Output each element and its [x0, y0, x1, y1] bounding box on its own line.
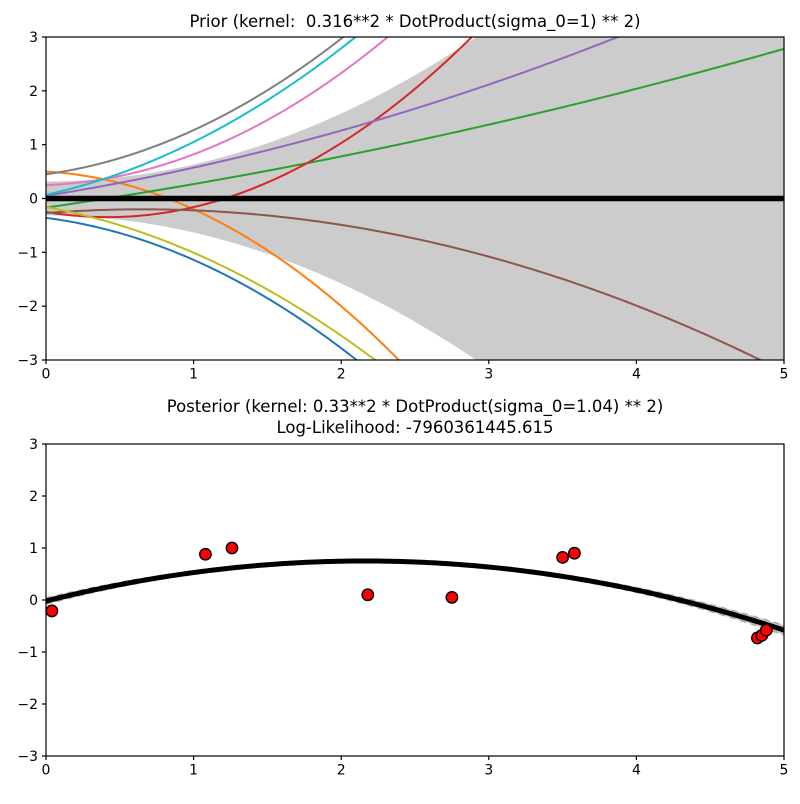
gp-prior-sample-9-curve: [46, 206, 377, 360]
x-tick-label: 2: [337, 763, 346, 779]
posterior-title: Posterior (kernel: 0.33**2 * DotProduct(…: [167, 397, 664, 417]
prior-title: Prior (kernel: 0.316**2 * DotProduct(sig…: [189, 12, 640, 32]
y-tick-label: −3: [17, 749, 38, 765]
data-point: [556, 550, 569, 564]
posterior-axes: 0 1 2 3 4 5 3 2 1 0 −1 −2 −3: [17, 437, 788, 779]
gp-prior-sample-6-curve: [46, 208, 763, 360]
y-tick-label: −3: [17, 353, 38, 369]
y-tick-label: 1: [29, 138, 38, 154]
gp-prior-y-ticks: 3 2 1 0 −1 −2 −3: [17, 30, 46, 369]
data-point: [361, 588, 375, 602]
y-tick-label: −2: [17, 697, 38, 713]
gp-prior-sample-1-curve: [46, 216, 359, 360]
x-tick-label: 5: [780, 367, 789, 383]
x-tick-label: 0: [42, 367, 51, 383]
gp-posterior-mean-line: [46, 558, 784, 633]
gp-posterior-x-ticks: 0 1 2 3 4 5: [42, 756, 789, 779]
y-tick-label: 1: [29, 541, 38, 557]
gp-posterior-plot-area: [46, 541, 784, 645]
data-point: [445, 591, 459, 604]
data-point: [568, 546, 581, 560]
x-tick-label: 0: [42, 763, 51, 779]
gp-prior-sample-7-curve: [46, 37, 390, 187]
y-tick-label: −2: [17, 299, 38, 315]
gp-posterior-y-ticks: 3 2 1 0 −1 −2 −3: [17, 437, 46, 765]
gp-prior-sample-5-curve: [46, 37, 621, 197]
y-tick-label: 0: [29, 593, 38, 609]
x-tick-label: 5: [780, 763, 789, 779]
y-tick-label: −1: [17, 645, 38, 661]
y-tick-label: 0: [29, 192, 38, 208]
x-tick-label: 3: [484, 367, 493, 383]
data-point: [759, 623, 773, 637]
y-tick-label: 3: [29, 437, 38, 453]
y-tick-label: 3: [29, 30, 38, 46]
gp-prior-sample-4-curve: [46, 37, 474, 219]
x-tick-label: 4: [632, 367, 641, 383]
gp-posterior-observations: [46, 541, 773, 645]
posterior-subtitle: Log-Likelihood: -7960361445.615: [276, 418, 553, 437]
data-point: [199, 547, 212, 561]
x-tick-label: 4: [632, 763, 641, 779]
gp-posterior-band-edge-upper: [46, 559, 784, 626]
y-tick-label: 2: [29, 489, 38, 505]
y-tick-label: 2: [29, 84, 38, 100]
prior-axes: 0 1 2 3 4 5 3 2 1 0 −1 −2 −3: [17, 30, 789, 383]
gp-prior-sample-8-curve: [46, 37, 345, 176]
x-tick-label: 2: [337, 367, 346, 383]
gp-prior-x-ticks: 0 1 2 3 4 5: [42, 360, 789, 383]
data-point: [225, 541, 239, 555]
gp-prior-sample-10-curve: [46, 37, 358, 196]
x-tick-label: 1: [189, 367, 198, 383]
x-tick-label: 1: [189, 763, 198, 779]
gp-prior-sample-3-curve: [46, 47, 784, 209]
data-point: [46, 604, 59, 618]
y-tick-label: −1: [17, 245, 38, 261]
x-tick-label: 3: [484, 763, 493, 779]
gp-prior-plot-area: [46, 37, 784, 360]
